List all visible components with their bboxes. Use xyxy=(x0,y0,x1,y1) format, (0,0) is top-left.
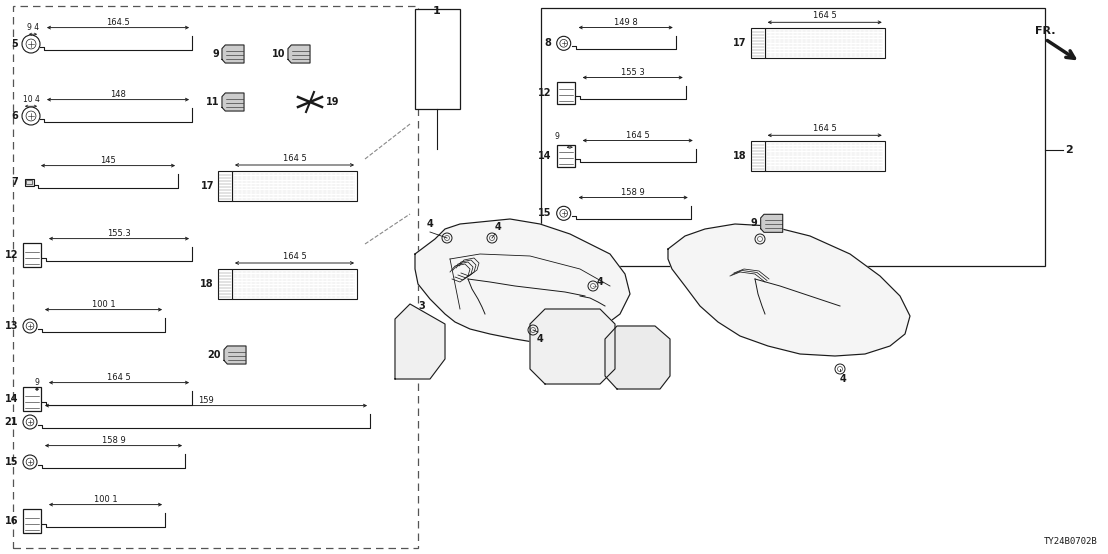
Text: 15: 15 xyxy=(538,208,552,218)
Polygon shape xyxy=(416,219,630,344)
Text: 21: 21 xyxy=(4,417,18,427)
Bar xyxy=(751,141,765,171)
Bar xyxy=(13,6,418,548)
Polygon shape xyxy=(222,45,244,63)
Text: 4: 4 xyxy=(536,334,543,344)
Bar xyxy=(25,180,32,184)
Text: 8: 8 xyxy=(545,38,552,48)
Text: 9: 9 xyxy=(34,378,40,387)
Bar xyxy=(23,509,41,533)
Bar xyxy=(23,387,41,411)
Text: TY24B0702B: TY24B0702B xyxy=(1044,537,1098,546)
Text: 164 5: 164 5 xyxy=(626,131,649,140)
Bar xyxy=(416,9,460,109)
Bar xyxy=(232,269,357,299)
Text: 7: 7 xyxy=(11,177,18,187)
Bar xyxy=(232,171,357,201)
Text: 159: 159 xyxy=(198,396,214,404)
Bar xyxy=(218,171,232,201)
Text: 158 9: 158 9 xyxy=(622,187,645,197)
Polygon shape xyxy=(394,304,445,379)
Text: 164 5: 164 5 xyxy=(283,252,307,261)
Text: 9: 9 xyxy=(213,49,219,59)
Text: 17: 17 xyxy=(733,38,747,48)
Text: FR.: FR. xyxy=(1035,26,1056,36)
Bar xyxy=(556,83,575,104)
Text: 10 4: 10 4 xyxy=(22,95,40,104)
Text: 15: 15 xyxy=(4,457,18,467)
Polygon shape xyxy=(605,326,670,389)
Bar xyxy=(218,269,232,299)
Text: 19: 19 xyxy=(326,97,339,107)
Bar xyxy=(23,243,41,267)
Text: 155.3: 155.3 xyxy=(107,229,131,238)
Text: 2: 2 xyxy=(1065,145,1073,155)
Polygon shape xyxy=(224,346,246,364)
Text: 17: 17 xyxy=(201,181,214,191)
Text: 14: 14 xyxy=(4,394,18,404)
Text: 4: 4 xyxy=(427,219,433,229)
Polygon shape xyxy=(668,224,910,356)
Bar xyxy=(541,8,1045,266)
Text: 145: 145 xyxy=(100,156,116,165)
Text: 14: 14 xyxy=(538,151,552,161)
Text: 12: 12 xyxy=(4,250,18,260)
Text: 164 5: 164 5 xyxy=(283,154,307,163)
Text: 11: 11 xyxy=(205,97,219,107)
Text: 6: 6 xyxy=(11,111,18,121)
Text: 164 5: 164 5 xyxy=(813,11,837,20)
Text: 164.5: 164.5 xyxy=(106,18,130,27)
Text: 1: 1 xyxy=(433,6,441,16)
Text: 9: 9 xyxy=(751,218,758,228)
Text: 148: 148 xyxy=(110,90,126,99)
Text: 164 5: 164 5 xyxy=(107,373,131,382)
Circle shape xyxy=(23,455,37,469)
Text: 5: 5 xyxy=(11,39,18,49)
Polygon shape xyxy=(530,309,615,384)
Polygon shape xyxy=(222,93,244,111)
Text: 4: 4 xyxy=(840,374,847,384)
Text: 12: 12 xyxy=(538,88,552,98)
Text: 155 3: 155 3 xyxy=(620,68,645,76)
Polygon shape xyxy=(288,45,310,63)
Text: 4: 4 xyxy=(597,277,604,287)
Text: 158 9: 158 9 xyxy=(102,435,125,445)
Text: 149 8: 149 8 xyxy=(614,18,637,27)
Circle shape xyxy=(22,35,40,53)
Text: 18: 18 xyxy=(201,279,214,289)
Bar xyxy=(556,145,575,167)
Text: 3: 3 xyxy=(418,301,425,311)
Circle shape xyxy=(22,107,40,125)
Text: 20: 20 xyxy=(207,350,220,360)
Text: 13: 13 xyxy=(4,321,18,331)
Text: 18: 18 xyxy=(733,151,747,161)
Text: 164 5: 164 5 xyxy=(813,124,837,134)
Text: 100 1: 100 1 xyxy=(92,300,115,309)
Text: 100 1: 100 1 xyxy=(94,495,117,504)
Circle shape xyxy=(556,206,571,220)
Circle shape xyxy=(556,37,571,50)
Text: 10: 10 xyxy=(271,49,285,59)
Bar xyxy=(751,28,765,58)
Bar xyxy=(765,141,884,171)
Bar xyxy=(765,28,884,58)
Text: 9 4: 9 4 xyxy=(27,23,39,32)
Bar xyxy=(24,178,33,186)
Text: 16: 16 xyxy=(4,516,18,526)
Text: 9: 9 xyxy=(554,132,560,141)
Text: 4: 4 xyxy=(495,222,502,232)
Circle shape xyxy=(23,319,37,333)
Polygon shape xyxy=(761,214,782,232)
Circle shape xyxy=(23,415,37,429)
